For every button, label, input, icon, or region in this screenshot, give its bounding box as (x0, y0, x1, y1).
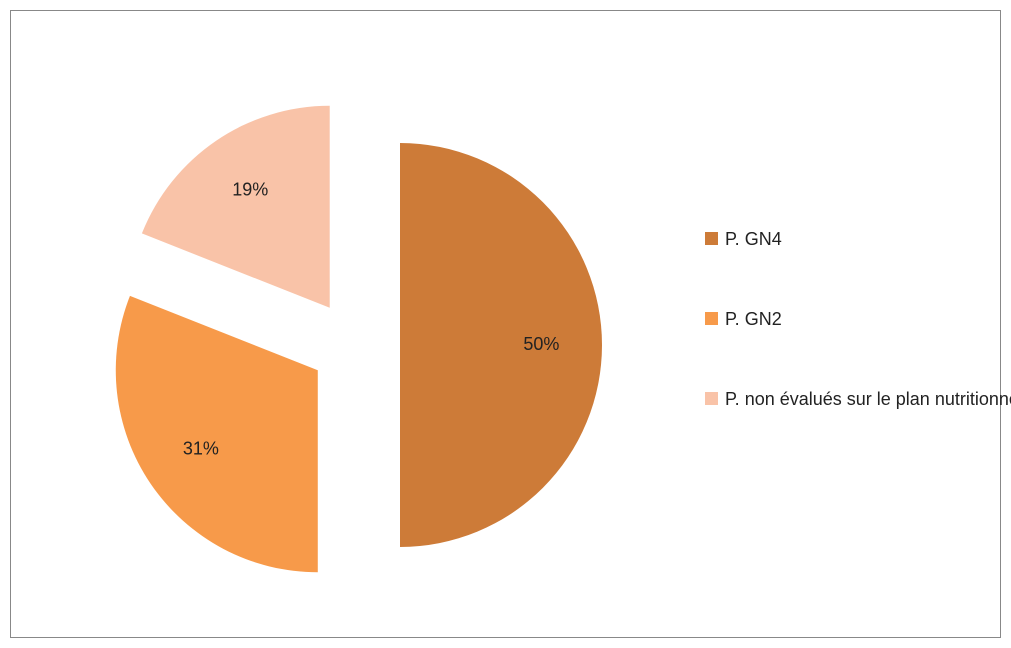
legend-label: P. non évalués sur le plan nutritionnel (725, 389, 1011, 409)
legend-swatch (705, 392, 718, 405)
legend-label: P. GN2 (725, 309, 782, 329)
data-label: 50% (523, 334, 559, 354)
legend-item: P. non évalués sur le plan nutritionnel (705, 382, 1011, 416)
data-label: 19% (232, 180, 268, 200)
legend-swatch (705, 232, 718, 245)
legend-item: P. GN2 (705, 302, 1011, 336)
data-label: 31% (183, 439, 219, 459)
legend-label: P. GN4 (725, 229, 782, 249)
pie-slice (141, 105, 330, 308)
legend-swatch (705, 312, 718, 325)
pie-slice (115, 295, 318, 573)
pie-slice (400, 143, 602, 547)
legend-item: P. GN4 (705, 222, 1011, 256)
